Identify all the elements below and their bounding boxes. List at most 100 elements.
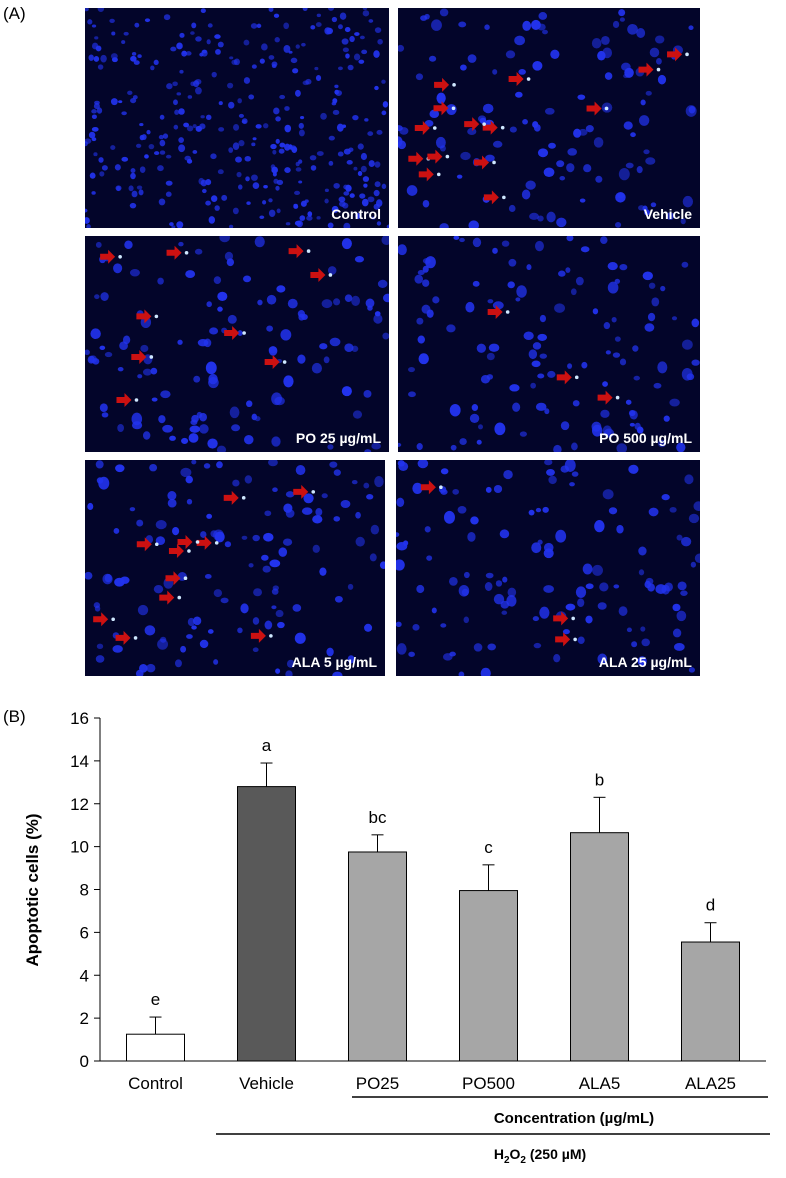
cell-nucleus [277, 621, 285, 629]
cell-nucleus [495, 580, 503, 587]
cell-nucleus [526, 264, 532, 271]
cell-nucleus [100, 54, 107, 63]
cell-nucleus [94, 605, 101, 612]
cell-nucleus [381, 183, 387, 190]
cell-nucleus [344, 294, 353, 303]
cell-nucleus [600, 236, 608, 244]
cell-nucleus [619, 263, 628, 271]
cell-nucleus [396, 541, 408, 551]
cell-nucleus [673, 642, 685, 651]
cell-nucleus [581, 361, 588, 369]
cell-nucleus [210, 153, 217, 160]
apoptosis-arrow-icon [116, 392, 139, 407]
cell-nucleus [360, 152, 368, 161]
cell-nucleus [431, 19, 442, 31]
cell-nucleus [647, 583, 655, 592]
cell-nucleus [169, 222, 174, 226]
cell-nucleus [327, 222, 334, 228]
cell-nucleus [543, 167, 555, 177]
cell-nucleus [143, 368, 152, 376]
cell-nucleus [275, 138, 280, 144]
cell-nucleus [439, 8, 449, 17]
cell-nucleus [361, 49, 368, 55]
cell-nucleus [638, 569, 645, 576]
micrograph-image [398, 8, 697, 228]
cell-nucleus [518, 69, 526, 75]
cell-nucleus [307, 211, 313, 217]
cell-nucleus [114, 577, 125, 587]
cell-nucleus [183, 122, 190, 128]
cell-nucleus [347, 655, 355, 664]
cell-nucleus [508, 204, 516, 213]
cell-nucleus [623, 73, 629, 79]
cell-nucleus [320, 112, 327, 120]
cell-nucleus [91, 109, 97, 114]
cell-nucleus [418, 353, 429, 365]
cell-nucleus [298, 129, 305, 137]
cell-nucleus [426, 555, 433, 561]
cell-nucleus [232, 142, 240, 151]
cell-nucleus [244, 475, 253, 484]
cell-nucleus [470, 516, 479, 525]
cell-nucleus [237, 330, 243, 337]
bar [570, 832, 629, 1062]
cell-nucleus [254, 236, 265, 248]
cell-nucleus [450, 444, 457, 451]
cell-nucleus [292, 604, 302, 612]
cell-nucleus [367, 131, 374, 136]
y-axis-label: Apoptotic cells (%) [23, 813, 42, 966]
cell-nucleus [560, 421, 570, 431]
cell-nucleus [528, 349, 538, 360]
cell-nucleus [109, 18, 115, 23]
cell-nucleus [368, 160, 375, 167]
cell-nucleus [642, 271, 653, 281]
apoptosis-arrow-icon [310, 267, 333, 282]
cell-nucleus [439, 145, 446, 152]
cell-nucleus [332, 109, 340, 116]
cell-nucleus [417, 270, 425, 276]
cell-nucleus [324, 198, 329, 204]
cell-nucleus [556, 217, 567, 228]
cell-nucleus [465, 301, 475, 313]
cell-nucleus [347, 583, 354, 590]
cell-nucleus [303, 493, 314, 504]
cell-nucleus [232, 479, 240, 487]
cell-nucleus [285, 670, 293, 676]
cell-nucleus [529, 212, 539, 220]
cell-nucleus [176, 42, 183, 50]
cell-nucleus [288, 144, 293, 150]
cell-nucleus [472, 237, 482, 248]
bar-chart: Apoptotic cells (%) 0 2 4 6 8 10 12 14 16 e Contr… [23, 709, 770, 1166]
cell-nucleus [137, 54, 142, 59]
cell-nucleus [539, 314, 547, 323]
cell-nucleus [507, 281, 515, 289]
cell-nucleus [449, 576, 458, 586]
cell-nucleus [585, 583, 594, 590]
cell-nucleus [96, 107, 103, 114]
significance-label: c [484, 838, 493, 857]
cell-nucleus [284, 167, 291, 174]
cell-nucleus [638, 205, 645, 211]
cell-nucleus [476, 439, 482, 445]
cell-nucleus [424, 526, 431, 533]
cell-nucleus [86, 224, 91, 228]
cell-nucleus [627, 23, 638, 35]
cell-nucleus [538, 12, 548, 20]
cell-nucleus [636, 27, 646, 39]
cell-nucleus [246, 400, 253, 408]
cell-nucleus [453, 236, 460, 240]
apoptosis-arrow-icon [93, 612, 115, 627]
cell-nucleus [284, 106, 290, 111]
cell-nucleus [224, 541, 232, 548]
cell-nucleus [684, 474, 694, 485]
cell-nucleus [180, 645, 187, 653]
cell-nucleus [482, 103, 494, 114]
cell-nucleus [672, 628, 682, 638]
cell-nucleus [178, 108, 185, 115]
cell-nucleus [396, 621, 402, 628]
cell-nucleus [144, 154, 149, 159]
cell-nucleus [432, 296, 440, 304]
cell-nucleus [396, 559, 405, 571]
cell-nucleus [171, 225, 176, 228]
cell-nucleus [306, 215, 313, 221]
